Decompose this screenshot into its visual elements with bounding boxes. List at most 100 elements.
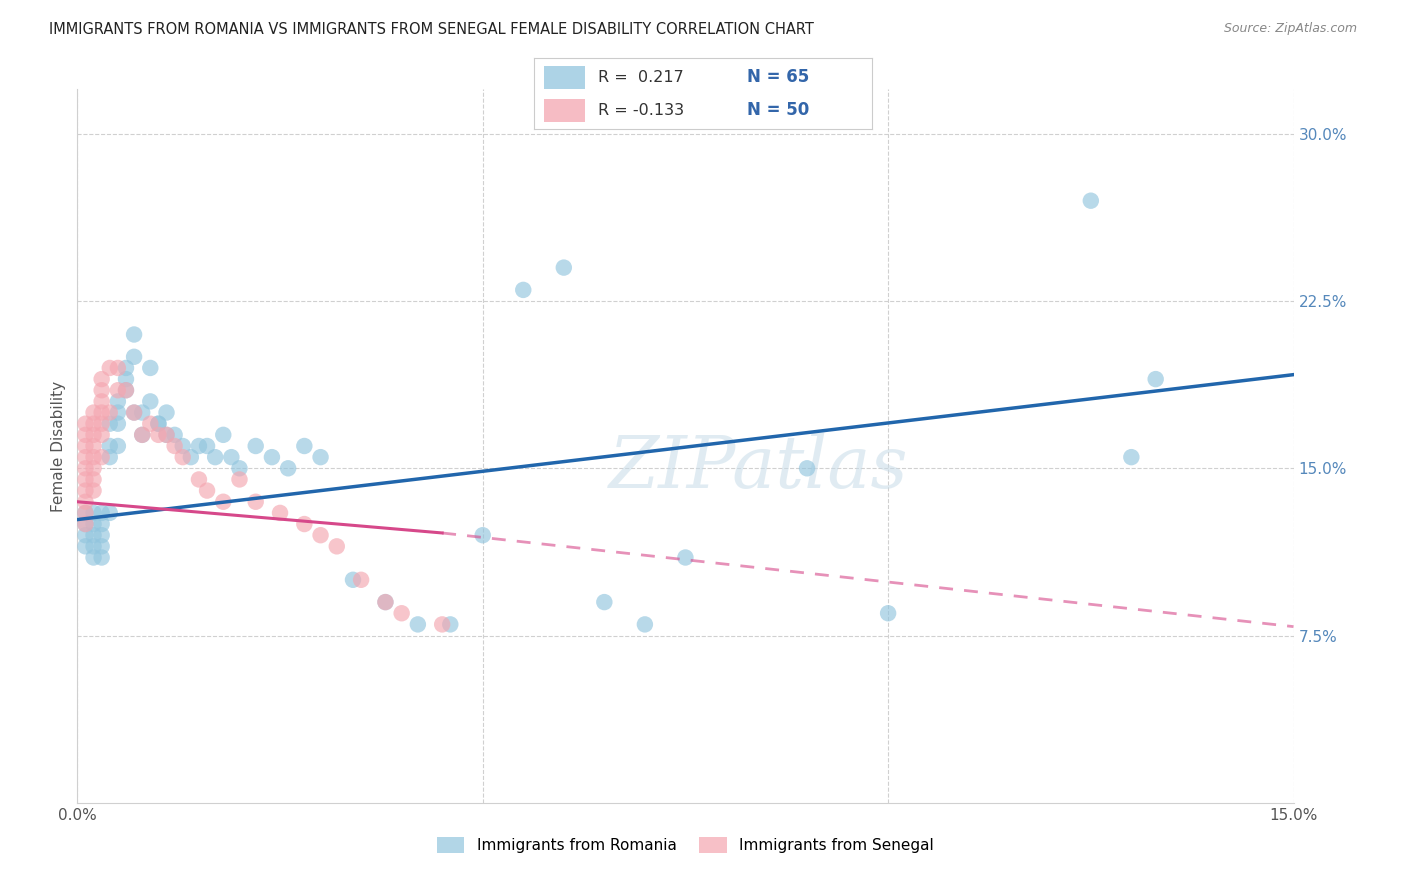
Point: [512, 283, 534, 297]
Point: [83, 516, 105, 531]
Point: [83, 550, 105, 565]
Point: [245, 439, 267, 453]
Point: [634, 617, 657, 632]
Point: [148, 417, 170, 431]
Point: [391, 607, 413, 621]
Point: [228, 473, 250, 487]
Point: [228, 461, 250, 475]
Point: [75, 539, 97, 553]
Point: [90, 450, 112, 464]
Point: [90, 506, 112, 520]
Point: [115, 372, 138, 386]
Point: [83, 483, 105, 498]
Point: [98, 439, 121, 453]
Point: [75, 473, 97, 487]
Point: [1144, 372, 1167, 386]
Bar: [544, 66, 585, 88]
Point: [163, 427, 186, 442]
Point: [430, 617, 453, 632]
Bar: [544, 99, 585, 122]
Point: [292, 516, 315, 531]
Point: [148, 427, 170, 442]
Point: [75, 516, 97, 531]
Point: [292, 439, 315, 453]
Point: [309, 528, 332, 542]
Point: [75, 450, 97, 464]
Point: [90, 384, 112, 398]
Text: IMMIGRANTS FROM ROMANIA VS IMMIGRANTS FROM SENEGAL FEMALE DISABILITY CORRELATION: IMMIGRANTS FROM ROMANIA VS IMMIGRANTS FR…: [49, 22, 814, 37]
Point: [90, 372, 112, 386]
Point: [131, 427, 153, 442]
Text: Source: ZipAtlas.com: Source: ZipAtlas.com: [1223, 22, 1357, 36]
Point: [83, 427, 105, 442]
Point: [309, 450, 332, 464]
Point: [75, 439, 97, 453]
Point: [350, 573, 373, 587]
Point: [188, 473, 211, 487]
Point: [75, 427, 97, 442]
Point: [107, 405, 129, 419]
Point: [593, 595, 616, 609]
Point: [122, 327, 145, 342]
Text: R = -0.133: R = -0.133: [599, 103, 685, 118]
Point: [83, 461, 105, 475]
Point: [83, 473, 105, 487]
Point: [83, 450, 105, 464]
Point: [90, 550, 112, 565]
Point: [269, 506, 291, 520]
Point: [406, 617, 429, 632]
Point: [90, 516, 112, 531]
Point: [877, 607, 900, 621]
Point: [83, 539, 105, 553]
Point: [107, 394, 129, 409]
Point: [75, 494, 97, 508]
Point: [98, 405, 121, 419]
Text: R =  0.217: R = 0.217: [599, 70, 685, 85]
Point: [374, 595, 396, 609]
Y-axis label: Female Disability: Female Disability: [51, 380, 66, 512]
Point: [172, 439, 194, 453]
Point: [245, 494, 267, 508]
Point: [83, 506, 105, 520]
Point: [439, 617, 461, 632]
Point: [122, 350, 145, 364]
Point: [98, 450, 121, 464]
Point: [122, 405, 145, 419]
Point: [122, 405, 145, 419]
Point: [75, 461, 97, 475]
Point: [204, 450, 226, 464]
Point: [195, 483, 218, 498]
Point: [107, 417, 129, 431]
Point: [212, 427, 235, 442]
Point: [180, 450, 202, 464]
Point: [98, 417, 121, 431]
Point: [107, 439, 129, 453]
Point: [75, 516, 97, 531]
Point: [342, 573, 364, 587]
Point: [163, 439, 186, 453]
Point: [131, 405, 153, 419]
Point: [107, 360, 129, 375]
Point: [139, 394, 162, 409]
Point: [796, 461, 818, 475]
Text: N = 65: N = 65: [747, 69, 808, 87]
Point: [83, 439, 105, 453]
Point: [374, 595, 396, 609]
Text: ZIPatlas: ZIPatlas: [609, 432, 908, 503]
Point: [277, 461, 299, 475]
Point: [326, 539, 349, 553]
Point: [75, 483, 97, 498]
Point: [148, 417, 170, 431]
Point: [155, 405, 177, 419]
Text: N = 50: N = 50: [747, 101, 808, 119]
Point: [98, 360, 121, 375]
Point: [212, 494, 235, 508]
Point: [221, 450, 243, 464]
Point: [90, 417, 112, 431]
Point: [90, 394, 112, 409]
Point: [115, 360, 138, 375]
Point: [75, 417, 97, 431]
Point: [90, 539, 112, 553]
Legend: Immigrants from Romania, Immigrants from Senegal: Immigrants from Romania, Immigrants from…: [430, 831, 941, 859]
Point: [107, 384, 129, 398]
